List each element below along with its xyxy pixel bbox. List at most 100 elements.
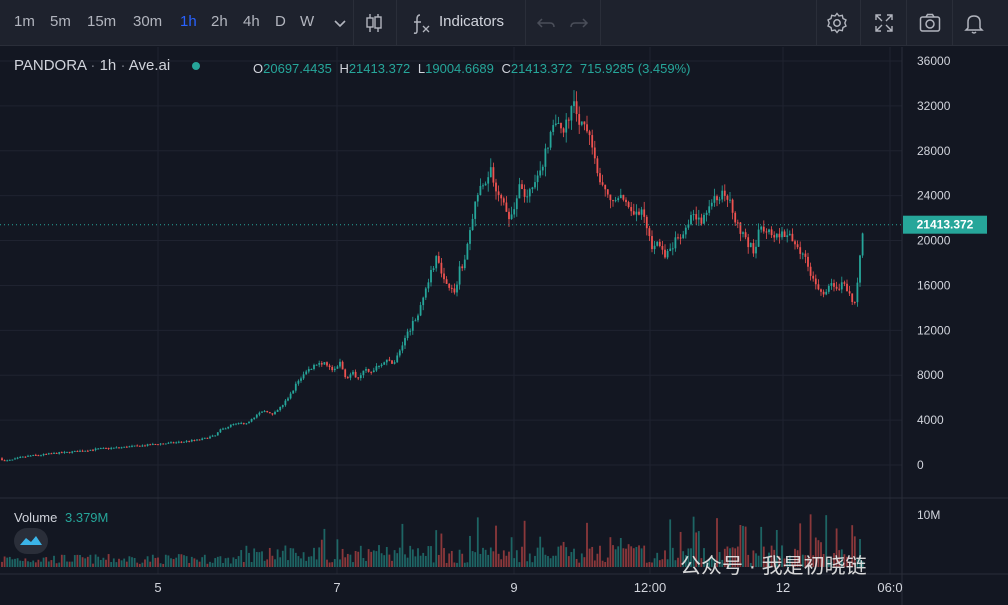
candle-body xyxy=(409,330,412,332)
volume-bar xyxy=(318,547,321,567)
candle-body xyxy=(450,287,453,289)
price-tick-label: 4000 xyxy=(917,413,944,427)
bell-icon[interactable] xyxy=(962,11,986,35)
timeframe-15m[interactable]: 15m xyxy=(87,13,117,30)
chevron-down-icon[interactable] xyxy=(328,11,352,35)
candle-body xyxy=(830,283,833,286)
candle-body xyxy=(11,459,14,461)
volume-bar xyxy=(713,558,716,567)
candle-body xyxy=(692,214,695,216)
candle-body xyxy=(570,106,573,121)
candle-body xyxy=(807,256,809,267)
candle-body xyxy=(55,452,58,454)
volume-bar xyxy=(651,562,653,567)
candle-body xyxy=(840,282,843,290)
candle-body xyxy=(500,194,503,199)
volume-bar xyxy=(768,552,770,567)
candle-body xyxy=(294,383,297,391)
candle-body xyxy=(99,448,102,450)
volume-bar xyxy=(294,552,297,567)
timeframe-1m[interactable]: 1m xyxy=(14,13,35,30)
volume-bar xyxy=(76,554,79,567)
function-icon[interactable] xyxy=(408,11,432,35)
volume-bar xyxy=(495,525,497,567)
volume-bar xyxy=(788,555,791,567)
candle-body xyxy=(513,209,516,215)
toolbar-divider xyxy=(525,0,526,46)
settings-icon[interactable] xyxy=(825,11,849,35)
candle-body xyxy=(235,423,237,425)
indicators-button[interactable]: Indicators xyxy=(439,13,505,30)
volume-bar xyxy=(591,546,594,567)
candle-body xyxy=(619,194,622,199)
timeframe-4h[interactable]: 4h xyxy=(243,13,260,30)
candle-body xyxy=(188,440,191,442)
candle-body xyxy=(825,291,828,295)
volume-bar xyxy=(619,537,622,567)
volume-bar xyxy=(505,555,508,567)
candle-body xyxy=(729,199,731,201)
candle-body xyxy=(133,445,136,447)
price-tick-label: 20000 xyxy=(917,234,951,248)
volume-bar xyxy=(250,562,253,567)
volume-bar xyxy=(604,561,607,567)
price-chart[interactable]: 36000 32000 28000 24000 20000 16000 12000 8000 4… xyxy=(0,47,1008,605)
volume-bar xyxy=(326,559,328,567)
volume-bar xyxy=(838,550,841,567)
candle-body xyxy=(695,214,698,220)
candle-body xyxy=(424,288,427,298)
volume-series xyxy=(1,514,864,567)
timeframe-d[interactable]: D xyxy=(275,13,286,30)
candle-body xyxy=(684,227,687,235)
timeframe-1h[interactable]: 1h xyxy=(180,13,197,30)
timeframe-5m[interactable]: 5m xyxy=(50,13,71,30)
candle-body xyxy=(47,453,50,455)
candle-body xyxy=(539,170,542,176)
volume-bar xyxy=(705,561,708,567)
camera-icon[interactable] xyxy=(918,11,942,35)
candle-body xyxy=(762,226,765,232)
candle-body xyxy=(331,366,334,371)
market-status-dot xyxy=(192,62,201,71)
candlestick-icon[interactable] xyxy=(362,11,386,35)
collapse-indicator-button[interactable] xyxy=(14,528,48,554)
undo-icon[interactable] xyxy=(534,11,558,35)
candle-body xyxy=(432,268,435,270)
volume-bar xyxy=(211,562,214,567)
timeframe-2h[interactable]: 2h xyxy=(211,13,228,30)
volume-bar xyxy=(94,554,97,567)
candle-body xyxy=(300,378,302,381)
candle-body xyxy=(562,128,565,133)
volume-bar xyxy=(586,522,588,567)
candle-body xyxy=(658,241,661,247)
volume-bar xyxy=(19,560,22,567)
time-tick-label: 7 xyxy=(333,580,340,595)
redo-icon[interactable] xyxy=(567,11,591,35)
candle-body xyxy=(151,443,154,445)
fullscreen-icon[interactable] xyxy=(872,11,896,35)
candle-body xyxy=(172,442,175,444)
candle-body xyxy=(422,297,425,306)
candle-body xyxy=(687,224,690,228)
volume-bar xyxy=(219,556,222,567)
volume-bar xyxy=(703,548,705,567)
volume-bar xyxy=(138,563,141,567)
candle-body xyxy=(656,241,659,246)
volume-bar xyxy=(453,562,456,567)
candle-body xyxy=(328,365,331,367)
volume-bar xyxy=(833,553,835,567)
volume-bar xyxy=(365,560,367,567)
volume-bar xyxy=(292,548,295,567)
volume-bar xyxy=(541,547,544,567)
candle-body xyxy=(320,363,323,365)
volume-bar xyxy=(396,553,399,567)
source-label: Ave.ai xyxy=(128,57,171,74)
timeframe-30m[interactable]: 30m xyxy=(133,13,163,30)
candle-body xyxy=(856,282,859,303)
candle-body xyxy=(81,450,84,452)
candle-body xyxy=(391,360,393,364)
candle-body xyxy=(315,364,318,366)
candle-body xyxy=(726,195,729,200)
timeframe-w[interactable]: W xyxy=(300,13,315,30)
volume-bar xyxy=(435,530,438,567)
